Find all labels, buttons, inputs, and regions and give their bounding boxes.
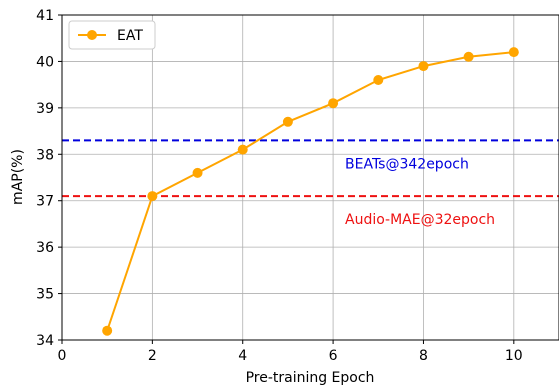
y-tick-label: 36: [36, 240, 54, 256]
x-axis-label: Pre-training Epoch: [246, 370, 375, 386]
y-tick-label: 37: [36, 194, 54, 210]
data-point-eat: [102, 325, 113, 336]
reference-line-label: BEATs@342epoch: [345, 156, 469, 172]
y-tick-label: 34: [36, 333, 54, 349]
legend-marker-swatch: [87, 30, 97, 40]
y-axis-label: mAP(%): [10, 149, 26, 205]
grid-lines: [61, 14, 559, 341]
y-tick-label: 41: [36, 8, 54, 24]
legend-box: [68, 20, 156, 50]
data-point-eat: [418, 61, 429, 72]
legend-label-eat: EAT: [117, 28, 143, 44]
reference-line-label: Audio-MAE@32epoch: [345, 212, 495, 228]
data-point-eat: [282, 116, 293, 127]
data-point-eat: [192, 167, 203, 178]
y-tick-label: 39: [36, 101, 54, 117]
data-point-eat: [508, 47, 519, 58]
x-tick-label: 4: [238, 348, 247, 364]
x-tick-label: 6: [329, 348, 338, 364]
series-line-eat: [106, 51, 514, 332]
x-tick-label: 2: [148, 348, 157, 364]
y-tick-label: 35: [36, 287, 54, 303]
data-point-eat: [237, 144, 248, 155]
y-tick-label: 38: [36, 147, 54, 163]
x-tick-label: 10: [505, 348, 523, 364]
x-tick-label: 8: [419, 348, 428, 364]
data-point-eat: [328, 98, 339, 109]
x-axis-ticks: 0 2 4 6 8 10: [58, 340, 523, 364]
data-point-eat: [463, 51, 474, 62]
y-axis-ticks: 34 35 36 37 38 39 40 41: [36, 8, 62, 349]
y-tick-label: 40: [36, 54, 54, 70]
data-point-eat: [147, 191, 158, 202]
legend: EAT: [68, 20, 156, 50]
x-tick-label: 0: [58, 348, 67, 364]
data-point-eat: [373, 75, 384, 85]
plot-frame: [61, 14, 559, 341]
reference-lines: BEATs@342epoch Audio-MAE@32epoch: [62, 139, 559, 228]
series-group: [102, 47, 519, 336]
